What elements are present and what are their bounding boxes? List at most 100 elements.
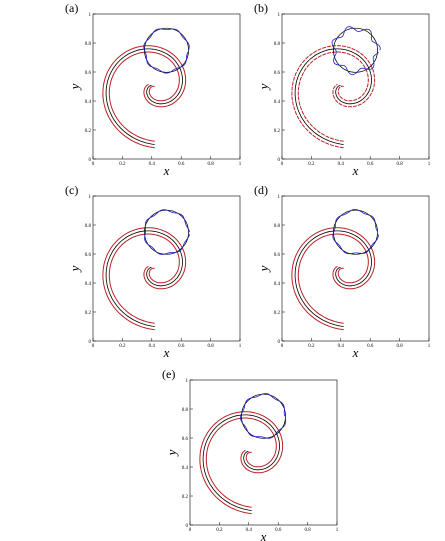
x-tick-label: 0.6 bbox=[178, 344, 185, 349]
y-tick-label: 0.8 bbox=[85, 42, 92, 47]
y-tick-label: 1 bbox=[278, 13, 281, 18]
interface-blue bbox=[144, 209, 190, 255]
y-tick-label: 1 bbox=[278, 195, 281, 200]
spiral-red bbox=[102, 45, 187, 149]
panel-label: (e) bbox=[162, 367, 175, 381]
panel: (c) 0 0.2 0.4 0.6 0.8 1 0 0.2 0.4 0.6 0.8 1 x y bbox=[65, 183, 242, 360]
y-tick-label: 0.6 bbox=[274, 253, 281, 258]
x-tick-label: 1 bbox=[239, 162, 242, 167]
panel-label: (c) bbox=[65, 183, 78, 197]
circle-black bbox=[333, 27, 378, 73]
y-tick-label: 0.2 bbox=[274, 311, 281, 316]
x-tick-label: 0.4 bbox=[338, 344, 345, 349]
panel-label: (d) bbox=[254, 183, 268, 197]
x-tick-label: 0.8 bbox=[396, 162, 403, 167]
y-axis-label: y bbox=[256, 83, 271, 91]
x-axis-label: x bbox=[163, 345, 170, 360]
y-tick-label: 0 bbox=[186, 524, 189, 529]
x-tick-label: 1 bbox=[428, 162, 431, 167]
y-tick-label: 0.8 bbox=[274, 224, 281, 229]
y-tick-label: 0 bbox=[89, 340, 92, 345]
x-tick-label: 0 bbox=[92, 162, 95, 167]
plot-frame bbox=[92, 195, 241, 342]
x-tick-label: 0.2 bbox=[216, 528, 223, 533]
x-tick-label: 0.4 bbox=[338, 162, 345, 167]
spiral-black bbox=[202, 414, 280, 511]
plot-frame bbox=[281, 13, 430, 160]
panel: (a) 0 0.2 0.4 0.6 0.8 1 0 0.2 0.4 0.6 0.8 1 x y bbox=[65, 1, 242, 178]
x-tick-label: 0 bbox=[92, 344, 95, 349]
x-tick-label: 0.6 bbox=[367, 344, 374, 349]
x-tick-label: 0.2 bbox=[119, 162, 126, 167]
x-tick-label: 1 bbox=[336, 528, 339, 533]
x-axis-label: x bbox=[352, 163, 359, 178]
x-tick-label: 0.6 bbox=[275, 528, 282, 533]
y-axis-label: y bbox=[67, 265, 82, 273]
x-tick-label: 0.8 bbox=[207, 344, 214, 349]
y-tick-label: 0.8 bbox=[274, 42, 281, 47]
y-tick-label: 0 bbox=[278, 340, 281, 345]
x-tick-label: 1 bbox=[428, 344, 431, 349]
spiral-red bbox=[102, 227, 187, 331]
spiral-black bbox=[105, 48, 183, 145]
y-axis-label: y bbox=[256, 265, 271, 273]
y-tick-label: 1 bbox=[186, 379, 189, 384]
interface-blue bbox=[239, 393, 287, 439]
spiral-red bbox=[108, 233, 180, 324]
x-tick-label: 0.4 bbox=[149, 162, 156, 167]
x-tick-label: 0 bbox=[281, 344, 284, 349]
y-tick-label: 0.4 bbox=[274, 282, 281, 287]
circle-black bbox=[241, 393, 286, 439]
y-tick-label: 0 bbox=[89, 158, 92, 163]
interface-blue bbox=[331, 26, 381, 76]
interface-blue bbox=[332, 208, 379, 255]
x-axis-label: x bbox=[163, 163, 170, 178]
x-tick-label: 0.6 bbox=[178, 162, 185, 167]
spiral-red bbox=[108, 51, 180, 142]
x-tick-label: 0.4 bbox=[246, 528, 253, 533]
y-tick-label: 0.4 bbox=[274, 100, 281, 105]
panel: (d) 0 0.2 0.4 0.6 0.8 1 0 0.2 0.4 0.6 0.8 1 x y bbox=[254, 183, 431, 360]
y-tick-label: 0.6 bbox=[85, 253, 92, 258]
x-tick-label: 0.6 bbox=[367, 162, 374, 167]
x-tick-label: 1 bbox=[239, 344, 242, 349]
spiral-red bbox=[199, 411, 284, 515]
x-tick-label: 0.2 bbox=[119, 344, 126, 349]
y-tick-label: 0.2 bbox=[274, 129, 281, 134]
x-tick-label: 0.4 bbox=[149, 344, 156, 349]
x-axis-label: x bbox=[260, 529, 267, 541]
x-tick-label: 0.8 bbox=[207, 162, 214, 167]
y-tick-label: 0.2 bbox=[182, 495, 189, 500]
panel: (b) 0 0.2 0.4 0.6 0.8 1 0 0.2 0.4 0.6 0.8 1 x y bbox=[254, 1, 431, 178]
x-tick-label: 0 bbox=[281, 162, 284, 167]
panel-label: (a) bbox=[65, 1, 78, 15]
spiral-red bbox=[291, 227, 376, 331]
spiral-red bbox=[205, 417, 277, 508]
plot-frame bbox=[281, 195, 430, 342]
y-tick-label: 0.6 bbox=[85, 71, 92, 76]
x-tick-label: 0.8 bbox=[396, 344, 403, 349]
plot-frame bbox=[92, 13, 241, 160]
interface-blue bbox=[143, 28, 190, 74]
spiral-black bbox=[294, 230, 372, 327]
x-axis-label: x bbox=[352, 345, 359, 360]
spiral-red bbox=[297, 51, 369, 142]
y-tick-label: 0.2 bbox=[85, 311, 92, 316]
y-tick-label: 0.6 bbox=[274, 71, 281, 76]
panel: (e) 0 0.2 0.4 0.6 0.8 1 0 0.2 0.4 0.6 0.8 1 x y bbox=[162, 367, 339, 541]
y-tick-label: 0.6 bbox=[182, 437, 189, 442]
y-tick-label: 0.4 bbox=[85, 100, 92, 105]
y-axis-label: y bbox=[164, 449, 179, 457]
x-tick-label: 0.2 bbox=[308, 344, 315, 349]
x-tick-label: 0.2 bbox=[308, 162, 315, 167]
y-tick-label: 0.4 bbox=[85, 282, 92, 287]
y-tick-label: 0.8 bbox=[85, 224, 92, 229]
x-tick-label: 0.8 bbox=[304, 528, 311, 533]
y-tick-label: 0.2 bbox=[85, 129, 92, 134]
x-tick-label: 0 bbox=[189, 528, 192, 533]
y-tick-label: 0.4 bbox=[182, 466, 189, 471]
y-tick-label: 1 bbox=[89, 195, 92, 200]
y-tick-label: 1 bbox=[89, 13, 92, 18]
y-tick-label: 0 bbox=[278, 158, 281, 163]
